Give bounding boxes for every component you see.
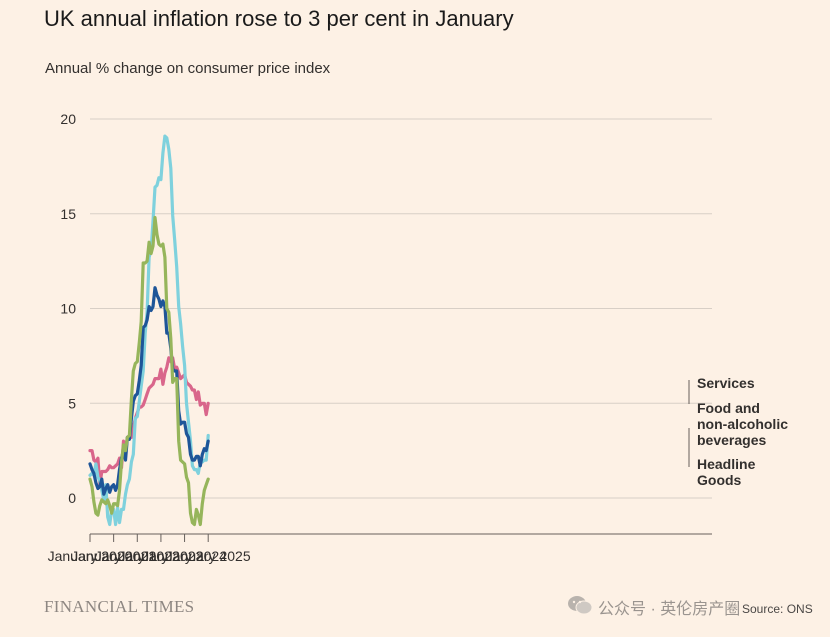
label-goods: Goods	[697, 472, 742, 488]
label-services: Services	[697, 375, 755, 391]
series-line-services	[88, 356, 210, 487]
x-tick-label: January 2024	[142, 548, 227, 564]
chart-title: UK annual inflation rose to 3 per cent i…	[44, 6, 514, 31]
y-tick-label: 10	[60, 301, 76, 317]
label-food-1: Food and	[697, 400, 760, 416]
y-tick-label: 20	[60, 111, 76, 127]
x-tick-label: January 2022	[95, 548, 180, 564]
y-tick-label: 5	[68, 395, 76, 411]
label-headline: Headline	[697, 456, 756, 472]
watermark: 公众号 · 英伦房产圈	[598, 601, 741, 618]
x-tick-label: January 2021	[71, 548, 156, 564]
chart-subtitle: Annual % change on consumer price index	[45, 60, 331, 77]
y-tick-label: 0	[68, 490, 76, 506]
x-tick-label: January 2023	[118, 548, 203, 564]
series-line-goods	[88, 215, 210, 527]
brand-logo: FINANCIAL TIMES	[44, 597, 195, 616]
y-tick-label: 15	[60, 206, 76, 222]
label-food-2: non-alcoholic	[697, 416, 788, 432]
source-note: Source: ONS	[742, 602, 813, 616]
wechat-icon	[568, 596, 593, 615]
x-tick-label: January 2020	[48, 548, 133, 564]
label-food-3: beverages	[697, 432, 766, 448]
x-tick-label: January 2025	[166, 548, 251, 564]
series-line-headline	[88, 286, 210, 496]
